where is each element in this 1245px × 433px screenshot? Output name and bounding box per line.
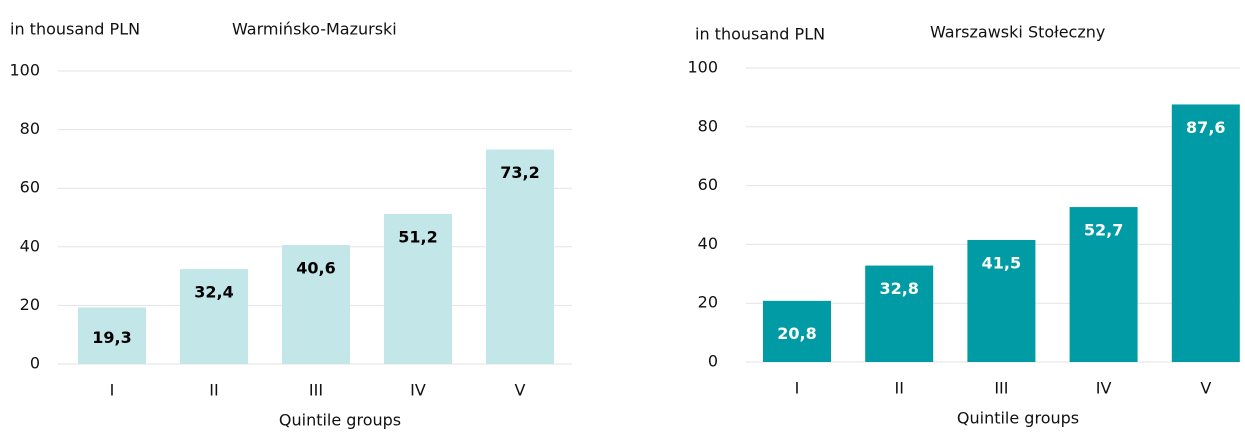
value-label: 41,5 (982, 253, 1021, 272)
value-label: 32,4 (194, 283, 233, 302)
y-axis-label: in thousand PLN (695, 25, 825, 44)
x-tick-label: III (309, 381, 323, 400)
value-label: 52,7 (1084, 221, 1123, 240)
y-tick-label: 60 (20, 178, 40, 197)
y-tick-label: 80 (698, 116, 718, 135)
y-tick-label: 80 (20, 119, 40, 138)
bar (180, 269, 248, 364)
y-axis-label: in thousand PLN (10, 20, 140, 39)
chart-title: Warszawski Stołeczny (930, 23, 1105, 42)
value-label: 19,3 (92, 328, 131, 347)
value-label: 87,6 (1186, 118, 1225, 137)
y-tick-label: 20 (698, 293, 718, 312)
y-tick-label: 20 (20, 295, 40, 314)
x-tick-label: IV (410, 381, 426, 400)
x-tick-label: I (795, 379, 800, 398)
bar (763, 300, 831, 362)
bar (282, 245, 350, 364)
x-axis-label: Quintile groups (957, 409, 1079, 428)
y-tick-label: 40 (698, 234, 718, 253)
bar (78, 307, 146, 364)
bar (1069, 207, 1138, 362)
y-tick-label: 100 (9, 61, 40, 80)
value-label: 20,8 (777, 324, 816, 343)
y-tick-label: 40 (20, 236, 40, 255)
y-tick-label: 0 (708, 352, 718, 371)
value-label: 51,2 (398, 227, 437, 246)
x-axis-label: Quintile groups (279, 411, 401, 430)
bar (384, 213, 452, 364)
x-tick-label: IV (1096, 379, 1112, 398)
bar (967, 239, 1036, 362)
x-tick-label: III (994, 379, 1008, 398)
y-tick-label: 100 (687, 58, 718, 77)
x-tick-label: II (209, 381, 218, 400)
value-label: 73,2 (500, 163, 539, 182)
y-tick-label: 60 (698, 175, 718, 194)
chart-title: Warmińsko-Mazurski (232, 20, 397, 39)
x-tick-label: V (1200, 379, 1211, 398)
x-tick-label: II (894, 379, 903, 398)
value-label: 32,8 (879, 279, 918, 298)
x-tick-label: I (110, 381, 115, 400)
bar (486, 149, 554, 364)
x-tick-label: V (515, 381, 526, 400)
value-label: 40,6 (296, 259, 335, 278)
y-tick-label: 0 (30, 354, 40, 373)
bar (1171, 104, 1240, 363)
bar (865, 265, 934, 362)
